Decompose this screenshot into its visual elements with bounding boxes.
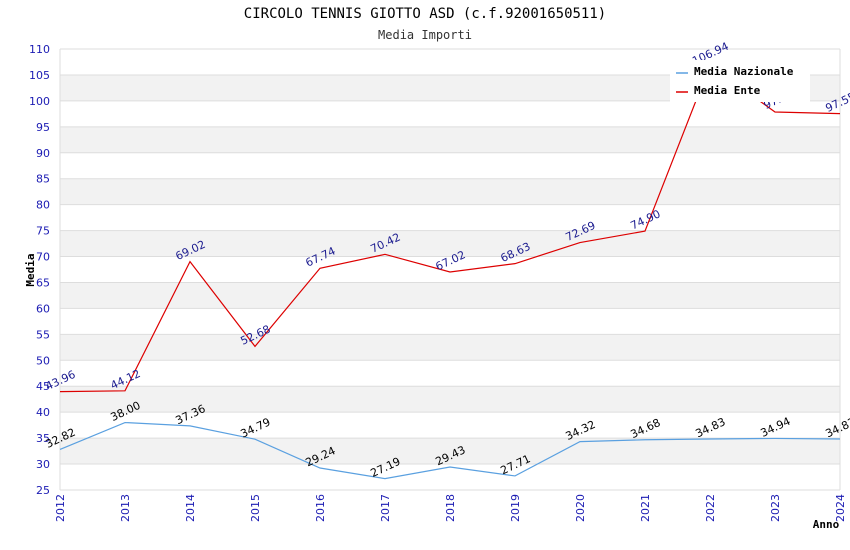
- x-axis-label: Anno: [813, 518, 840, 531]
- legend-box: [670, 60, 810, 102]
- x-tick-label: 2015: [249, 494, 262, 522]
- y-tick-label: 30: [36, 458, 50, 471]
- y-tick-label: 95: [36, 121, 50, 134]
- grid-lines: [59, 48, 841, 491]
- y-axis-label: Media: [24, 253, 37, 286]
- grid-band: [60, 204, 840, 231]
- legend-label-ente: Media Ente: [694, 84, 761, 97]
- x-tick-label: 2021: [639, 494, 652, 522]
- x-tick-label: 2019: [509, 494, 522, 522]
- grid-band: [60, 464, 840, 490]
- y-tick-label: 75: [36, 225, 50, 238]
- grid-band: [60, 386, 840, 413]
- y-tick-label: 90: [36, 147, 50, 160]
- x-tick-label: 2016: [314, 494, 327, 522]
- chart-title: CIRCOLO TENNIS GIOTTO ASD (c.f.920016505…: [244, 6, 606, 22]
- series-line-nazionale: [59, 421, 841, 480]
- x-tick-label: 2020: [574, 494, 587, 522]
- grid-band: [60, 308, 840, 335]
- grid-band: [60, 438, 840, 465]
- y-tick-label: 45: [36, 380, 50, 393]
- y-tick-label: 55: [36, 328, 50, 341]
- grid-band: [60, 334, 840, 361]
- grid-band: [60, 100, 840, 127]
- legend-label-nazionale: Media Nazionale: [694, 65, 794, 78]
- grid-bands: [60, 49, 840, 490]
- x-tick-label: 2013: [119, 494, 132, 522]
- x-tick-label: 2012: [54, 494, 67, 522]
- legend: Media Nazionale Media Ente: [670, 60, 810, 102]
- y-axis-ticks: 25 30 35 40 45 50 55 60 65 70 75 80 85 90 95 100 105 110: [29, 43, 50, 497]
- y-tick-label: 80: [36, 199, 50, 212]
- grid-band: [60, 412, 840, 439]
- y-tick-label: 50: [36, 354, 50, 367]
- grid-band: [60, 126, 840, 153]
- x-axis-ticks: 2012 2013 2014 2015 2016 2017 2018 2019 2020 2021…: [54, 494, 847, 522]
- grid-band: [60, 282, 840, 309]
- y-tick-label: 70: [36, 251, 50, 264]
- grid-band: [60, 152, 840, 179]
- y-tick-label: 110: [29, 43, 50, 56]
- y-tick-label: 85: [36, 173, 50, 186]
- chart-subtitle: Media Importi: [378, 28, 472, 42]
- y-tick-label: 40: [36, 406, 50, 419]
- y-tick-label: 60: [36, 302, 50, 315]
- y-tick-label: 65: [36, 276, 50, 289]
- grid-band: [60, 360, 840, 387]
- x-tick-label: 2022: [704, 494, 717, 522]
- y-tick-label: 35: [36, 432, 50, 445]
- y-tick-label: 25: [36, 484, 50, 497]
- grid-band: [60, 230, 840, 257]
- y-tick-label: 105: [29, 69, 50, 82]
- x-tick-label: 2014: [184, 494, 197, 522]
- x-tick-label: 2024: [834, 494, 847, 522]
- x-tick-label: 2018: [444, 494, 457, 522]
- grid-band: [60, 178, 840, 205]
- x-tick-label: 2023: [769, 494, 782, 522]
- y-tick-label: 100: [29, 95, 50, 108]
- x-tick-label: 2017: [379, 494, 392, 522]
